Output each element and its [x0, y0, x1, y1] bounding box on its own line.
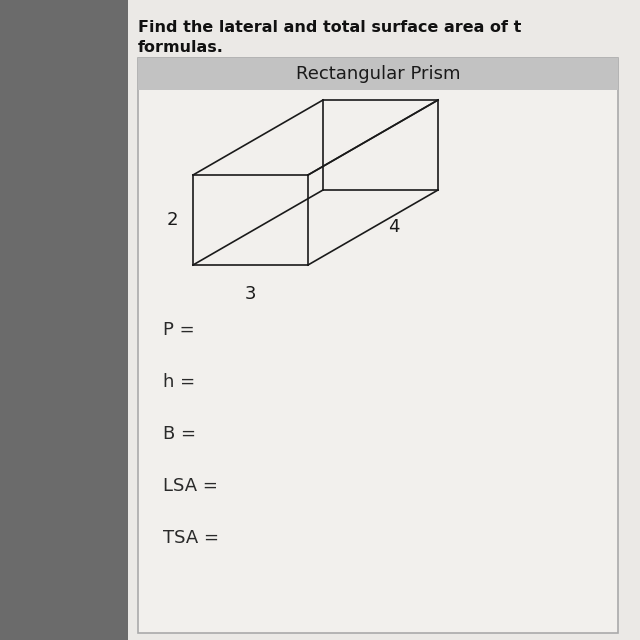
- Bar: [128, 0, 640, 640]
- Text: formulas.: formulas.: [138, 40, 224, 55]
- Text: LSA =: LSA =: [163, 477, 218, 495]
- Text: 3: 3: [244, 285, 256, 303]
- Text: Find the lateral and total surface area of t: Find the lateral and total surface area …: [138, 20, 522, 35]
- Text: 4: 4: [388, 218, 399, 237]
- Text: B =: B =: [163, 425, 196, 443]
- Bar: [138, 58, 618, 633]
- Text: 2: 2: [166, 211, 178, 229]
- Bar: [138, 58, 618, 90]
- Text: Rectangular Prism: Rectangular Prism: [296, 65, 460, 83]
- Text: TSA =: TSA =: [163, 529, 219, 547]
- Bar: [0, 0, 128, 640]
- Text: P =: P =: [163, 321, 195, 339]
- Text: h =: h =: [163, 373, 195, 391]
